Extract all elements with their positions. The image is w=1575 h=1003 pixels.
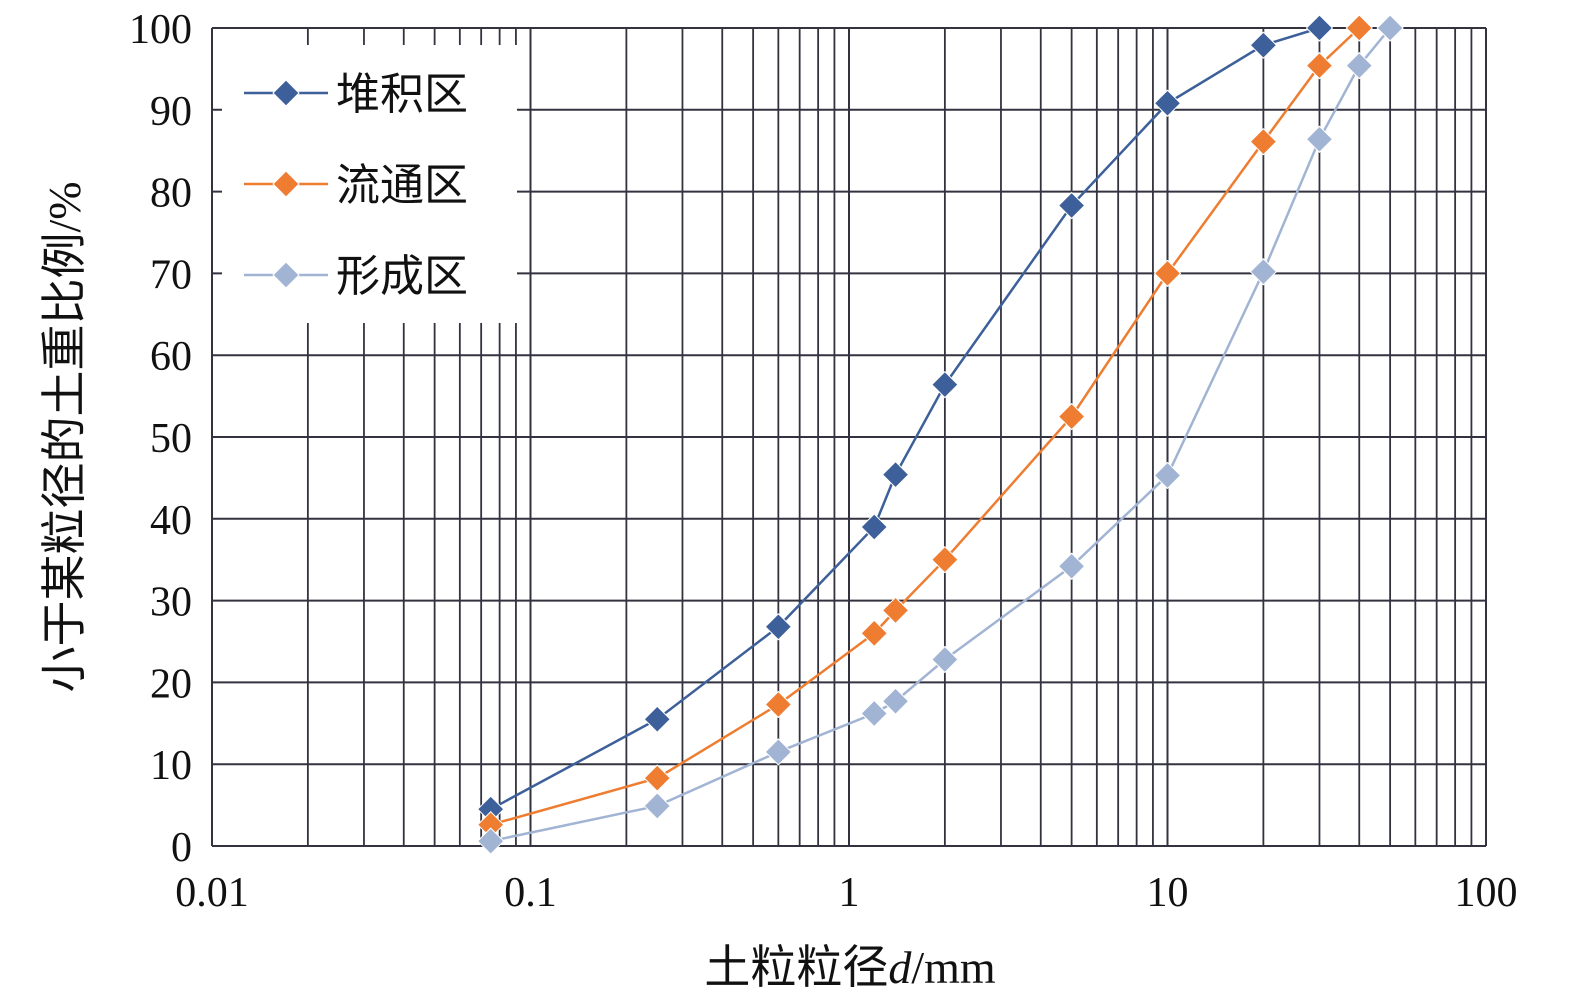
y-tick-label: 40 [150,498,192,544]
data-point [1057,552,1086,580]
data-point [1153,259,1182,288]
y-axis-title: 小于某粒径的土重比例/% [39,181,90,692]
data-point [1376,14,1404,42]
data-point [1057,191,1086,220]
data-point [764,690,793,719]
data-point [1345,51,1373,80]
data-point [860,699,888,728]
y-tick-label: 70 [150,252,192,298]
legend-label: 形成区 [336,251,468,302]
series-line [490,27,1361,826]
y-tick-label: 100 [129,7,192,53]
data-point [860,513,888,541]
data-point [881,687,910,715]
x-tick-label: 10 [1147,870,1189,916]
legend-marker [272,170,300,198]
data-point [1345,14,1373,42]
y-tick-label: 0 [171,825,192,871]
x-axis-title: 土粒粒径d/mm [704,942,996,993]
series-形成区 [476,14,1404,855]
legend-entry: 堆积区 [244,69,468,120]
x-axis-title-prefix: 土粒粒径 [704,942,888,993]
y-tick-label: 30 [150,580,192,626]
data-point [1057,402,1086,431]
data-point [931,545,959,574]
y-tick-label: 80 [150,171,192,217]
legend-marker [272,79,300,107]
x-axis-title-unit: /mm [911,942,996,993]
data-point [931,370,959,399]
legend-entry: 流通区 [244,160,468,211]
data-point [1249,127,1278,156]
data-point [1153,461,1182,490]
y-tick-label: 20 [150,661,192,707]
series-line [490,26,1320,811]
tick-labels: 0.01 0.1 1 10 100 0 10 20 30 40 50 60 70 80 90 100 [129,7,1518,916]
series-line [490,27,1392,843]
data-point [643,764,671,792]
x-axis-title-variable: d [888,942,912,993]
data-point [643,705,671,733]
data-point [1153,89,1182,117]
data-point [881,460,910,489]
data-point [1305,125,1334,153]
x-tick-label: 0.01 [175,870,249,916]
data-point [931,645,959,674]
legend-marker [272,261,300,289]
data-point [764,738,793,766]
legend-label: 堆积区 [336,69,468,120]
data-point [1249,258,1278,286]
y-tick-label: 60 [150,334,192,380]
data-point [1249,31,1278,59]
data-point [1305,14,1334,42]
legend-label: 流通区 [336,160,468,211]
data-point [643,792,671,820]
series-堆积区 [476,14,1334,823]
y-tick-label: 10 [150,743,192,789]
x-tick-label: 0.1 [504,870,557,916]
data-point [764,613,793,641]
data-point [1305,51,1334,80]
x-tick-label: 1 [839,870,860,916]
y-tick-label: 90 [150,89,192,135]
data-point [881,596,910,625]
series-流通区 [476,14,1373,839]
x-tick-label: 100 [1455,870,1518,916]
y-tick-label: 50 [150,416,192,462]
data-point [860,619,888,648]
data-point [476,827,505,855]
legend-entry: 形成区 [244,251,468,302]
series-layer [476,14,1404,855]
